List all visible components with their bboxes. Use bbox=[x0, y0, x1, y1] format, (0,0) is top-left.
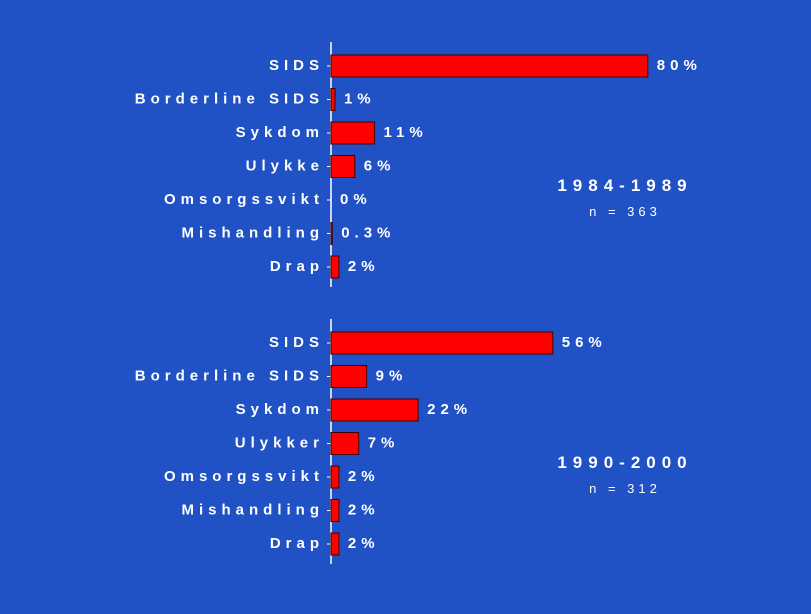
value-label: 1% bbox=[344, 90, 376, 107]
chart-subtitle: n = 312 bbox=[589, 481, 661, 496]
value-label: 11% bbox=[384, 124, 428, 141]
category-label: Borderline SIDS bbox=[135, 90, 324, 107]
category-label: Sykdom bbox=[236, 124, 324, 141]
chart-title: 1984-1989 bbox=[557, 176, 692, 195]
bar bbox=[330, 499, 340, 522]
value-label: 9% bbox=[376, 367, 408, 384]
bar bbox=[330, 155, 356, 178]
bar bbox=[330, 532, 340, 556]
bar bbox=[330, 398, 419, 422]
value-label: 56% bbox=[562, 334, 607, 351]
bar bbox=[330, 432, 360, 455]
value-label: 2% bbox=[348, 535, 380, 552]
bar bbox=[330, 54, 649, 78]
category-label: Sykdom bbox=[236, 401, 324, 418]
bar bbox=[330, 121, 376, 145]
bar bbox=[330, 331, 554, 355]
value-label: 2% bbox=[348, 468, 380, 485]
category-label: Omsorgssvikt bbox=[164, 191, 324, 208]
bar bbox=[330, 222, 333, 245]
bar bbox=[330, 365, 368, 388]
category-label: Omsorgssvikt bbox=[164, 468, 324, 485]
value-label: 2% bbox=[348, 258, 380, 275]
category-label: Mishandling bbox=[182, 501, 325, 518]
bar bbox=[330, 255, 340, 279]
chart-title: 1990-2000 bbox=[557, 453, 692, 472]
value-label: 80% bbox=[657, 57, 702, 74]
bar bbox=[330, 465, 340, 489]
value-label: 0.3% bbox=[341, 224, 395, 241]
category-label: Ulykke bbox=[246, 157, 324, 174]
value-label: 7% bbox=[368, 434, 400, 451]
value-label: 6% bbox=[364, 157, 396, 174]
category-label: Borderline SIDS bbox=[135, 367, 324, 384]
category-label: Ulykker bbox=[235, 434, 324, 451]
value-label: 22% bbox=[427, 401, 472, 418]
value-label: 0% bbox=[340, 191, 372, 208]
bar bbox=[330, 88, 336, 111]
chart-subtitle: n = 363 bbox=[589, 204, 661, 219]
category-label: Drap bbox=[270, 258, 324, 275]
category-label: Drap bbox=[270, 535, 324, 552]
value-label: 2% bbox=[348, 501, 380, 518]
category-label: SIDS bbox=[269, 57, 324, 74]
category-label: SIDS bbox=[269, 334, 324, 351]
category-label: Mishandling bbox=[182, 224, 325, 241]
